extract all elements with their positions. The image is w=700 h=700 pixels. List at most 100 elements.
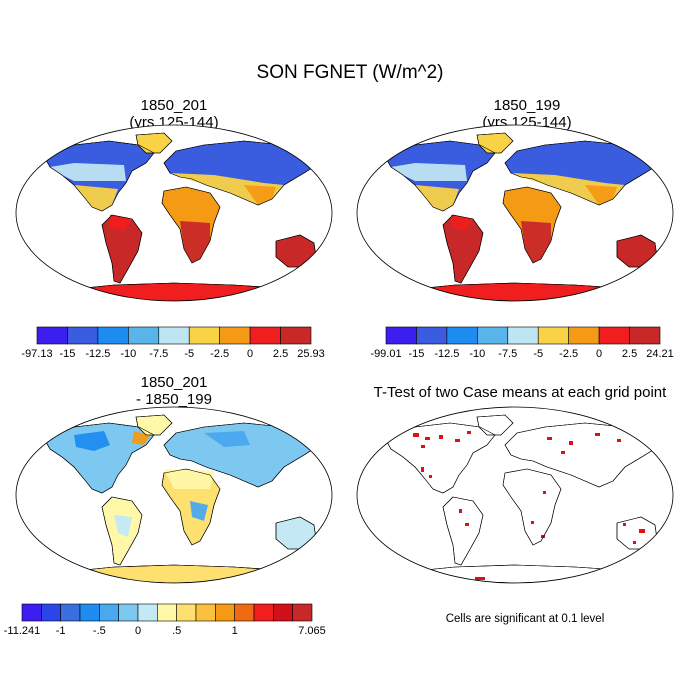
map-case1 <box>15 124 333 302</box>
map-ttest <box>356 406 674 584</box>
colorbar-box <box>195 603 216 622</box>
colorbar-label: -5 <box>533 348 543 360</box>
colorbar-label: -12.5 <box>434 348 459 360</box>
colorbar-box <box>273 603 293 622</box>
field-band <box>114 515 132 537</box>
significant-cell <box>421 445 425 448</box>
significant-cell <box>429 475 432 478</box>
colorbar-box <box>21 603 42 622</box>
significant-cell <box>475 577 485 580</box>
colorbar-label: .5 <box>172 625 181 637</box>
figure-title: SON FGNET (W/m^2) <box>256 62 444 83</box>
map-frame <box>15 124 333 302</box>
colorbar-label: 2.5 <box>273 348 288 360</box>
significant-cell <box>569 441 573 445</box>
colorbar-case2: -99.01 -15 -12.5 -10 -7.5 -5 -2.5 0 2.5 24.21 <box>370 326 674 360</box>
significant-cell <box>439 435 443 439</box>
colorbar-box <box>385 326 417 345</box>
colorbar-box <box>176 603 197 622</box>
colorbar-label: 24.21 <box>646 348 674 360</box>
significant-cell <box>595 433 600 436</box>
significant-cell <box>465 523 469 526</box>
land-antarctica <box>383 282 646 301</box>
significant-cell <box>531 521 534 524</box>
field-band <box>190 501 208 521</box>
colorbar-box <box>416 326 448 345</box>
colorbar-box <box>568 326 600 345</box>
colorbar-box <box>253 603 274 622</box>
colorbar-box <box>97 326 129 345</box>
colorbar-label: 7.065 <box>298 625 326 637</box>
colorbar-label: -11.241 <box>4 625 41 637</box>
colorbar-label: -7.5 <box>149 348 168 360</box>
colorbar-label: -.5 <box>93 625 106 637</box>
significant-cell <box>459 509 462 513</box>
colorbar-label: -7.5 <box>498 348 517 360</box>
field-band <box>74 185 118 211</box>
colorbar-label: 1 <box>232 625 238 637</box>
significant-cell <box>467 431 471 434</box>
map-frame <box>15 406 333 584</box>
significant-cell <box>543 491 546 494</box>
colorbar-label: 2.5 <box>622 348 637 360</box>
significant-cell <box>633 541 636 544</box>
map-frame <box>356 124 674 302</box>
colorbar-box <box>99 603 119 622</box>
colorbar-box <box>219 326 251 345</box>
significant-cell <box>413 433 419 437</box>
land-antarctica <box>383 564 646 583</box>
panel-title-ttest: T-Test of two Case means at each grid po… <box>350 384 690 401</box>
significant-cell <box>639 529 645 533</box>
colorbar-box <box>67 326 99 345</box>
colorbar-box <box>60 603 81 622</box>
field-band <box>164 469 214 489</box>
panel-title-ttest-line1: T-Test of two Case means at each grid po… <box>373 384 667 401</box>
colorbar-label: -15 <box>408 348 424 360</box>
significant-cell <box>547 437 552 440</box>
colorbar-box <box>158 326 190 345</box>
colorbar-box <box>137 603 158 622</box>
significant-cell <box>635 435 638 438</box>
colorbar-box <box>41 603 61 622</box>
field-band <box>180 221 210 263</box>
colorbar-label: -12.5 <box>85 348 110 360</box>
colorbar-box <box>537 326 569 345</box>
colorbar-label: 25.93 <box>297 348 325 360</box>
colorbar-label: -1 <box>56 625 66 637</box>
colorbar-box <box>507 326 539 345</box>
field-band <box>521 221 551 263</box>
colorbar-box <box>249 326 281 345</box>
significant-cell <box>561 451 565 454</box>
field-band <box>391 163 467 181</box>
colorbar-diff: -11.241 -1 -.5 0 .5 1 7.065 <box>4 603 326 637</box>
colorbar-label: -2.5 <box>210 348 229 360</box>
colorbar-case1: -97.13 -15 -12.5 -10 -7.5 -5 -2.5 0 2.5 25.93 <box>21 326 325 360</box>
colorbar-label: -10 <box>120 348 136 360</box>
colorbar-label: -97.13 <box>21 348 52 360</box>
colorbar-label: 0 <box>135 625 141 637</box>
colorbar-box <box>234 603 255 622</box>
significant-cell <box>603 575 611 578</box>
field-band <box>585 185 617 205</box>
field-band <box>244 185 276 205</box>
colorbar-box <box>215 603 235 622</box>
field-band <box>204 431 250 447</box>
colorbar-label: -15 <box>59 348 75 360</box>
colorbar-box <box>598 326 630 345</box>
colorbar-label: -2.5 <box>559 348 578 360</box>
map-case2 <box>356 124 674 302</box>
significant-cell <box>421 467 424 472</box>
panel-title-case2-line1: 1850_199 <box>493 97 561 114</box>
panel-title-diff-line2: - 1850_199 <box>136 391 212 408</box>
field-band <box>110 215 132 231</box>
panel-title-diff: 1850_201 - 1850_199 <box>24 374 324 408</box>
colorbar-box <box>477 326 509 345</box>
colorbar-box <box>79 603 100 622</box>
colorbar-box <box>446 326 478 345</box>
significant-cell <box>541 535 545 538</box>
colorbar-box <box>292 603 313 622</box>
significant-cell <box>455 439 460 442</box>
significance-note: Cells are significant at 0.1 level <box>445 613 605 625</box>
field-band <box>415 185 459 211</box>
colorbar-box <box>157 603 177 622</box>
